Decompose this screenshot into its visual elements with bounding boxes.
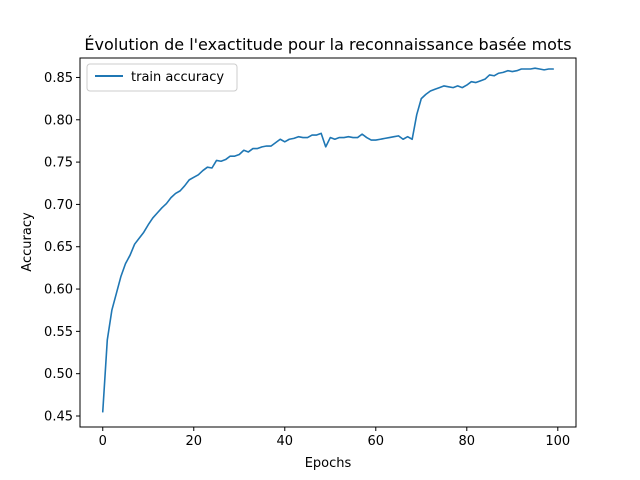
legend: train accuracy xyxy=(86,63,238,92)
x-tick-label: 60 xyxy=(368,434,385,449)
y-axis-label: Accuracy xyxy=(20,212,35,272)
series-line-train-accuracy xyxy=(101,67,555,413)
y-tick-label: 0.60 xyxy=(44,283,73,298)
y-tick-label: 0.75 xyxy=(44,156,73,171)
y-tick-label: 0.50 xyxy=(44,367,73,382)
x-axis-ticks: 0 20 40 60 80 100 xyxy=(99,427,570,449)
y-axis-ticks: 0.45 0.50 0.55 0.60 0.65 0.70 0.75 0.80 0.85 xyxy=(44,71,80,424)
x-tick-label: 100 xyxy=(545,434,570,449)
x-tick-label: 20 xyxy=(185,434,202,449)
y-tick-label: 0.80 xyxy=(44,113,73,128)
series-layer xyxy=(101,67,555,413)
chart-title: Évolution de l'exactitude pour la reconn… xyxy=(84,35,571,54)
y-tick-label: 0.85 xyxy=(44,71,73,86)
x-tick-label: 0 xyxy=(99,434,107,449)
y-tick-label: 0.45 xyxy=(44,409,73,424)
legend-entry: train accuracy xyxy=(131,70,224,85)
y-tick-label: 0.55 xyxy=(44,325,73,340)
x-tick-label: 40 xyxy=(276,434,293,449)
y-tick-label: 0.65 xyxy=(44,240,73,255)
plot-area-frame xyxy=(79,57,577,428)
x-tick-label: 80 xyxy=(459,434,476,449)
legend-box xyxy=(86,63,238,92)
y-tick-label: 0.70 xyxy=(44,198,73,213)
x-axis-label: Epochs xyxy=(305,456,352,471)
